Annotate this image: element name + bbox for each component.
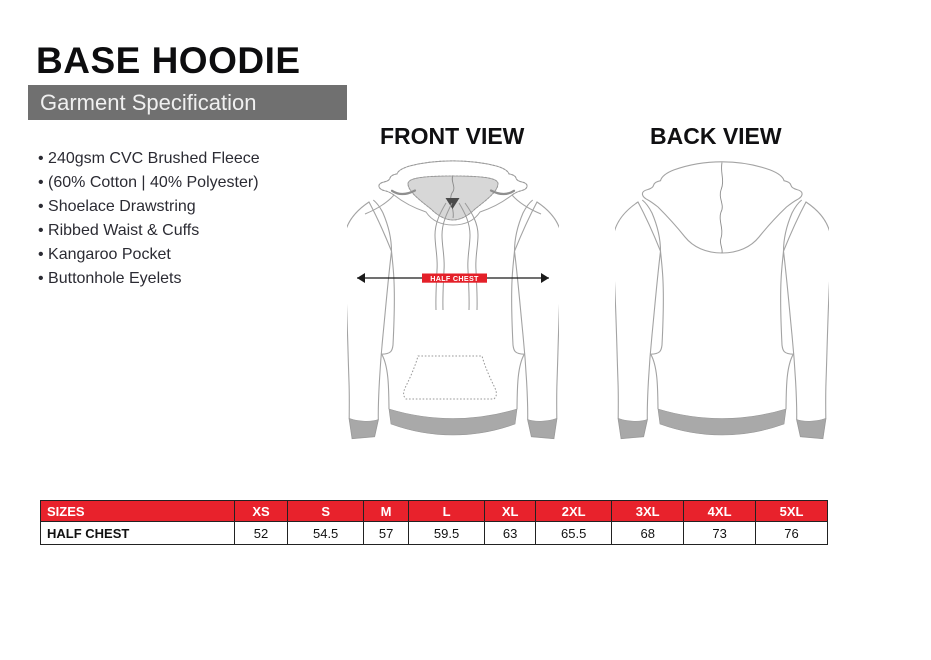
svg-text:HALF CHEST: HALF CHEST (430, 274, 479, 283)
